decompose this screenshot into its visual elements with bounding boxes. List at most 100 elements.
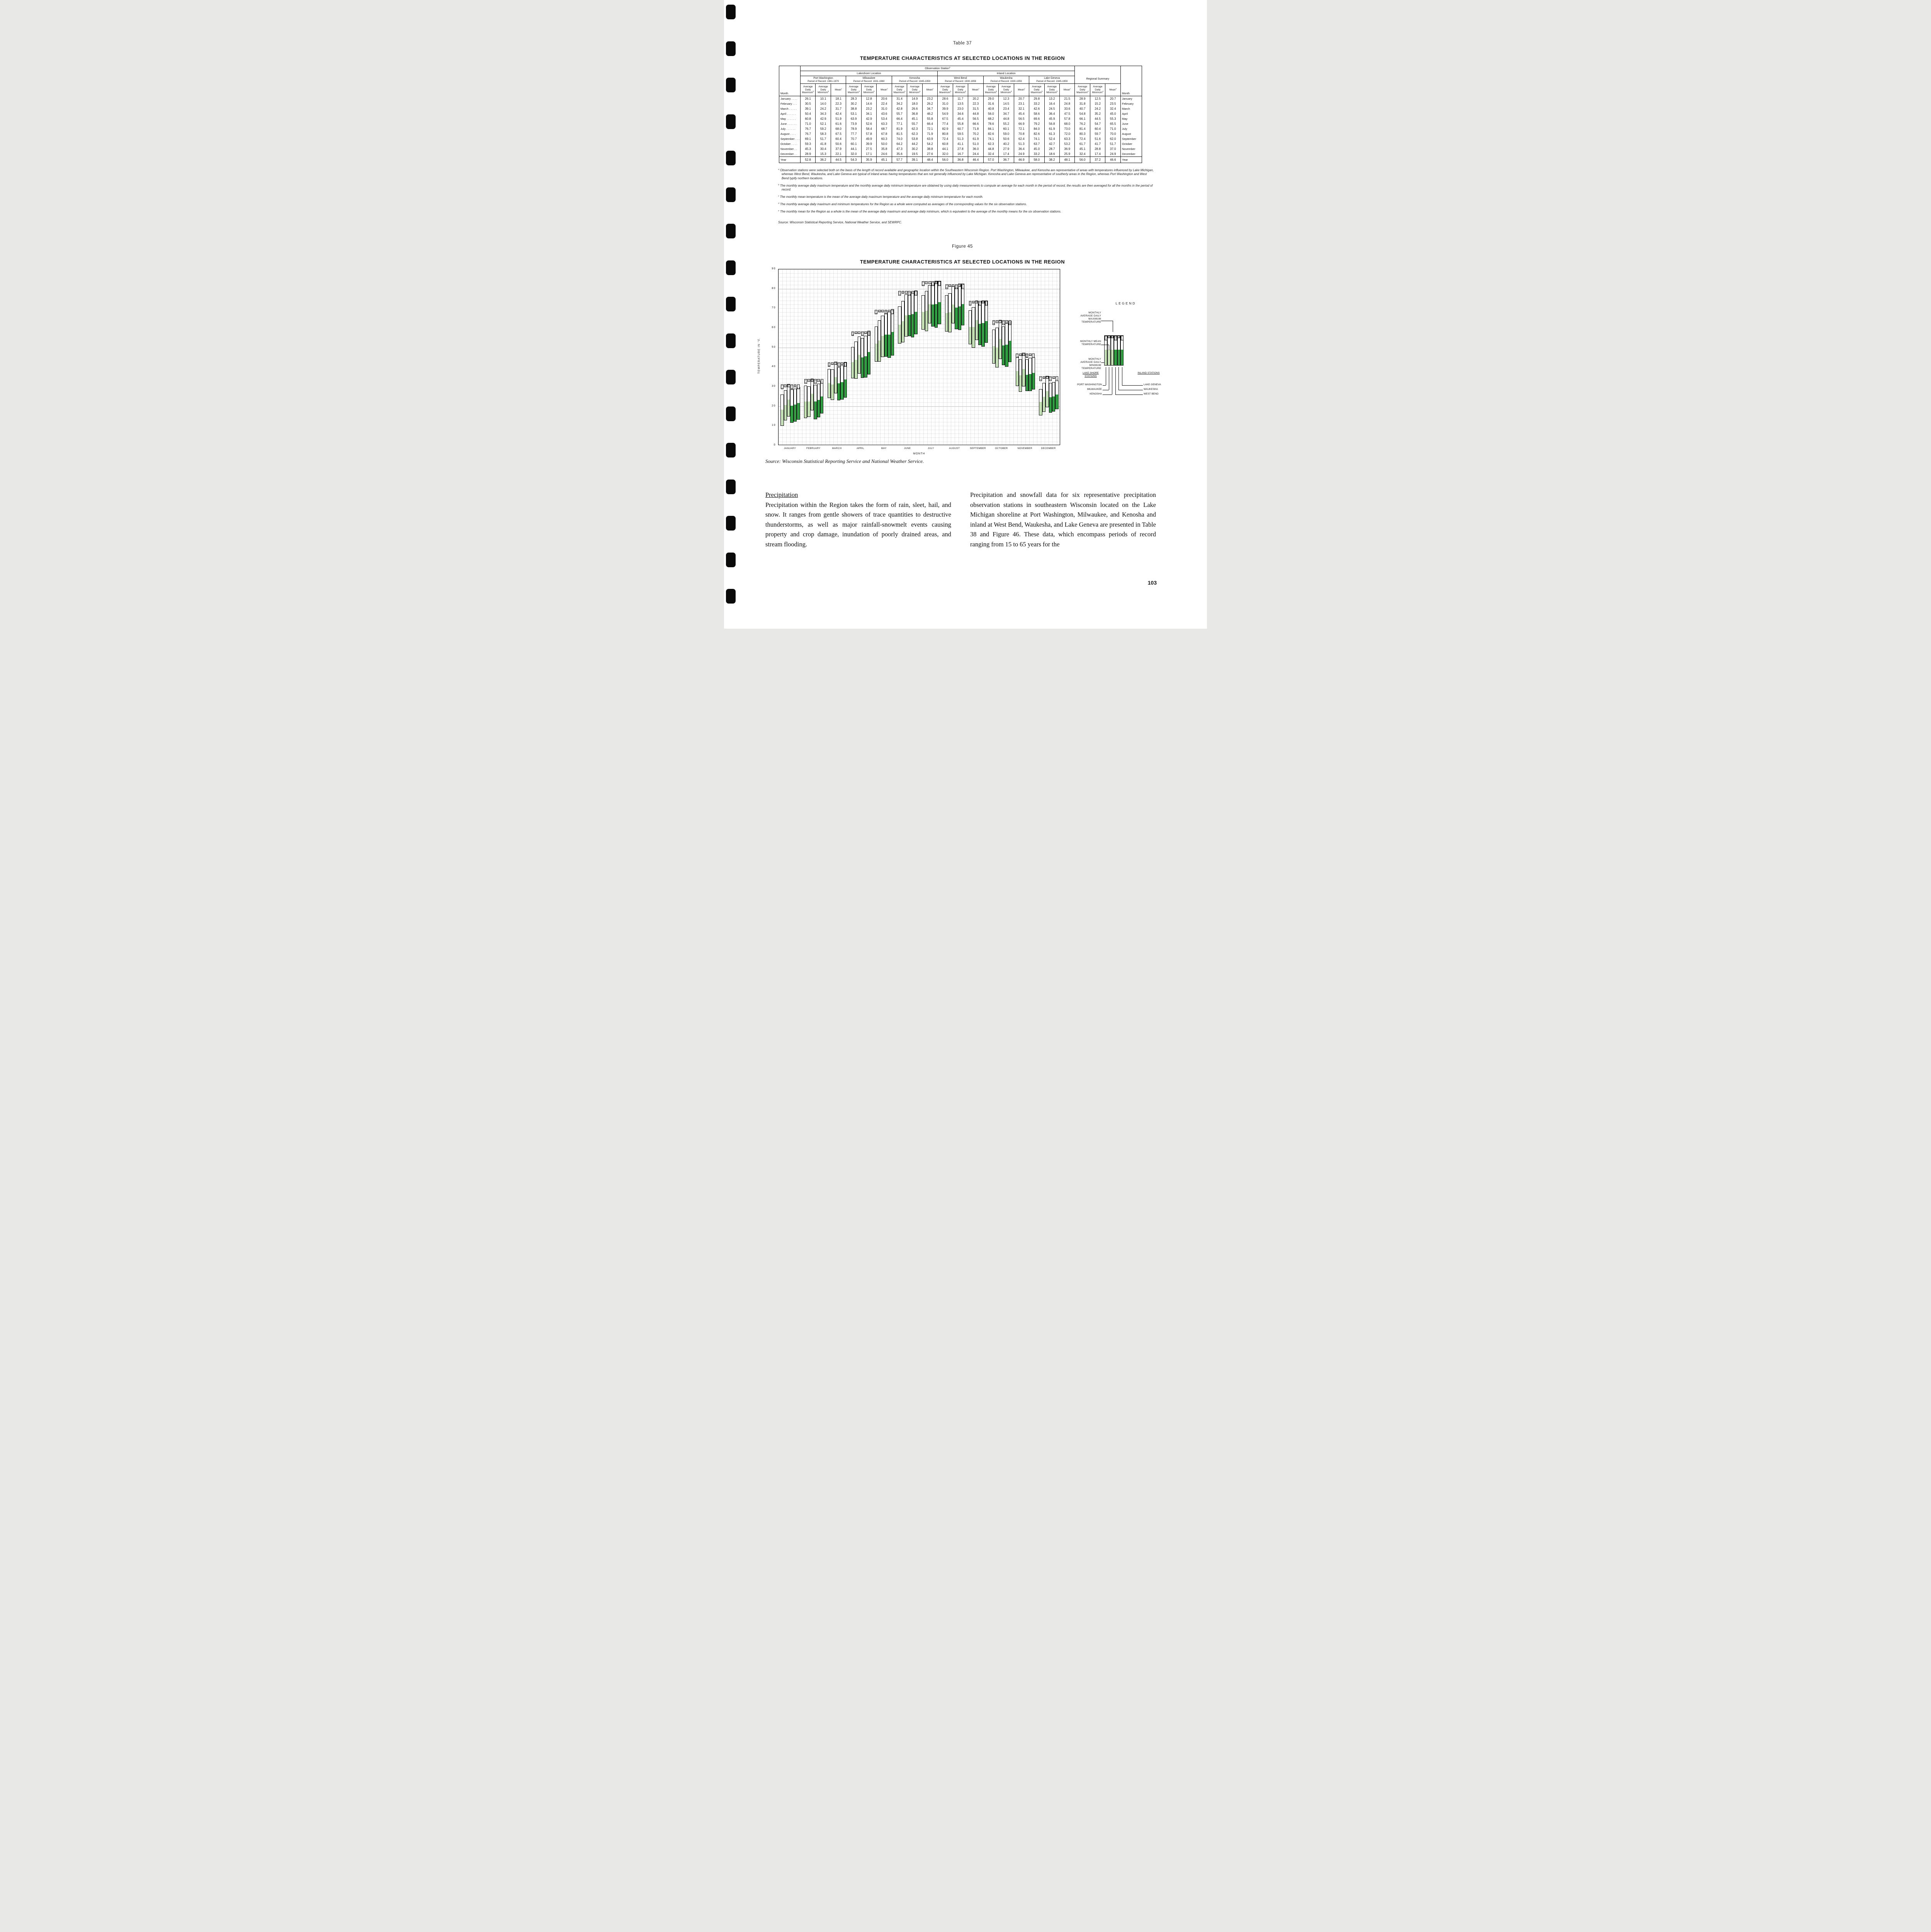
- legend-station-west-bend: WEST BEND: [1144, 393, 1159, 395]
- temperature-range-bar: [972, 307, 975, 348]
- table-source: Source: Wisconsin Statistical Reporting …: [778, 221, 902, 224]
- temperature-range-bar: [948, 293, 952, 333]
- station-letter: B: [1050, 379, 1051, 381]
- binding-hole: [726, 333, 736, 348]
- temperature-value: 45.0: [1105, 111, 1121, 116]
- temperature-value: 60.1: [998, 126, 1014, 131]
- station-letter-label: K: [952, 284, 955, 287]
- temperature-value: 66.1: [1074, 116, 1090, 121]
- temperature-value: 19.5: [907, 151, 923, 157]
- binding-hole: [726, 187, 736, 202]
- footnote-marker: c: [1070, 87, 1071, 90]
- station-letter: W: [935, 282, 937, 284]
- station-letter-label: K: [811, 379, 814, 382]
- station-letter: G: [962, 287, 964, 289]
- row-month-label: January . . . .: [779, 96, 801, 101]
- station-letter: L: [915, 291, 916, 294]
- min-to-mean-fill: [1032, 373, 1035, 389]
- temperature-value: 34.6: [952, 111, 968, 116]
- x-axis-tick-label: JULY: [928, 447, 934, 450]
- temperature-value: 27.9: [998, 146, 1014, 151]
- row-month-label: June . . . . . .: [779, 121, 801, 126]
- station-letter: W: [955, 284, 957, 287]
- temperature-value: 70.2: [968, 131, 984, 136]
- table-footnote: c The monthly mean temperature is the me…: [778, 195, 983, 199]
- min-to-mean-fill: [905, 315, 908, 336]
- station-letter-label: W: [958, 284, 961, 287]
- row-month-label-right: January: [1120, 96, 1142, 101]
- temperature-value: 45.4: [1013, 111, 1029, 116]
- temperature-value: 71.9: [922, 131, 938, 136]
- temperature-value: 31.6: [983, 101, 999, 106]
- temperature-value: 38.8: [922, 146, 938, 151]
- temperature-range-bar: [790, 389, 794, 423]
- temperature-range-bar: [817, 383, 821, 417]
- station-letter-label: M: [878, 310, 881, 313]
- temperature-value: 35.2: [1090, 111, 1105, 116]
- station-letter-label: M: [807, 379, 811, 382]
- min-to-mean-fill: [891, 332, 894, 355]
- row-month-label: December . .: [779, 151, 801, 157]
- temperature-value: 47.3: [891, 146, 907, 151]
- min-to-mean-fill: [938, 302, 941, 324]
- table-header-row: Port Washington Period of Record: 1961-19…: [779, 76, 1142, 84]
- temperature-value: 42.7: [1044, 141, 1060, 146]
- station-letter: L: [1121, 336, 1123, 338]
- temperature-value: 58.6: [1029, 111, 1044, 116]
- station-letter: K: [882, 310, 884, 312]
- station-letter: W: [861, 332, 864, 334]
- temperature-value: 44.1: [937, 146, 953, 151]
- temperature-value: 41.8: [815, 141, 831, 146]
- temperature-value: 36.7: [998, 156, 1014, 163]
- temperature-value: 55.2: [998, 121, 1014, 126]
- station-letter: W: [805, 381, 807, 384]
- temperature-range-bar: [958, 284, 962, 330]
- temperature-value: 72.0: [1059, 131, 1075, 136]
- min-to-mean-fill: [811, 394, 814, 410]
- row-month-label-right: September: [1120, 136, 1142, 141]
- station-letter: P: [993, 321, 994, 323]
- station-letter: W: [1115, 336, 1117, 338]
- temperature-value: 12.5: [1090, 96, 1105, 101]
- temperature-value: 60.8: [800, 116, 816, 121]
- temperature-range-bar: [814, 384, 817, 419]
- col-header-measure: Meanc: [1059, 83, 1075, 96]
- station-letter: P: [852, 332, 853, 334]
- station-letter: G: [821, 381, 823, 384]
- col-header-observation-station: Observation Stationa: [800, 66, 1075, 71]
- station-letter: K: [1112, 336, 1113, 338]
- station-letter: P: [969, 301, 971, 304]
- temperature-value: 78.9: [846, 126, 862, 131]
- temperature-value: 45.9: [1044, 116, 1060, 121]
- legend-leader-line: [1118, 367, 1119, 390]
- col-header-measure: Average Daily Maximumb: [983, 83, 999, 96]
- x-axis-tick-label: FEBRUARY: [806, 447, 821, 450]
- min-to-mean-fill: [932, 304, 934, 327]
- station-letter-label: W: [887, 310, 891, 313]
- legend-lakeshore-title: LAKE SHORE STATIONS: [1083, 372, 1099, 378]
- station-letter: P: [805, 379, 806, 382]
- temperature-value: 56.5: [1013, 116, 1029, 121]
- station-letter: W: [1053, 377, 1055, 379]
- legend-sample-fill: [1117, 350, 1120, 365]
- temperature-range-bar: [1015, 357, 1019, 386]
- station-letter-label: K: [881, 310, 884, 313]
- temperature-value: 54.2: [922, 141, 938, 146]
- col-header-measure: Meanc: [830, 83, 847, 96]
- col-header-measure: Meanc: [876, 83, 892, 96]
- temperature-value: 31.8: [1074, 101, 1090, 106]
- station-letter: G: [1121, 338, 1123, 340]
- temperature-value: 16.4: [1044, 101, 1060, 106]
- station-letter: M: [1108, 336, 1110, 338]
- temperature-range-bar: [1008, 321, 1012, 362]
- min-to-mean-fill: [945, 313, 948, 331]
- col-header-measure: Average Daily Minimumb: [998, 83, 1014, 96]
- temperature-value: 17.1: [861, 151, 877, 157]
- temperature-value: 59.3: [800, 141, 816, 146]
- temperature-value: 71.0: [1105, 126, 1121, 131]
- temperature-range-bar: [891, 309, 894, 356]
- temperature-value: 50.4: [800, 111, 816, 116]
